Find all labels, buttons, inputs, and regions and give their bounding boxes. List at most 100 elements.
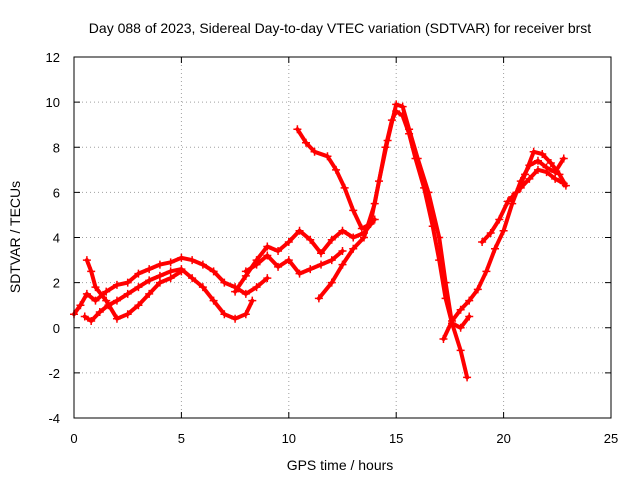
data-point-marker [293, 125, 302, 134]
data-point-marker [241, 267, 250, 276]
data-point-marker [349, 233, 358, 242]
data-point-marker [91, 283, 100, 292]
data-point-marker [381, 143, 390, 152]
data-point-marker [516, 183, 525, 192]
data-point-marker [274, 247, 283, 256]
data-point-marker [220, 278, 229, 287]
data-point-marker [499, 226, 508, 235]
data-point-marker [314, 294, 323, 303]
data-point-marker [91, 296, 100, 305]
series-sat-i [478, 147, 570, 247]
data-point-marker [166, 267, 175, 276]
data-point-marker [177, 267, 186, 276]
data-point-marker [155, 260, 164, 269]
data-point-marker [465, 312, 474, 321]
data-point-marker [411, 154, 420, 163]
data-point-marker [338, 260, 347, 269]
y-tick-label: 2 [53, 276, 60, 291]
series-sat-h [439, 154, 568, 344]
data-point-marker [145, 265, 154, 274]
data-point-marker [306, 235, 315, 244]
y-axis-ticks: -4 -2 0 2 4 6 8 10 12 [46, 50, 611, 426]
data-point-marker [439, 335, 448, 344]
data-point-marker [263, 274, 272, 283]
y-tick-label: 8 [53, 140, 60, 155]
data-point-marker [323, 152, 332, 161]
data-point-marker [456, 305, 465, 314]
data-point-marker [306, 265, 315, 274]
data-point-marker [420, 183, 429, 192]
x-tick-label: 20 [496, 431, 510, 446]
data-point-marker [338, 226, 347, 235]
data-point-marker [525, 174, 534, 183]
data-point-marker [295, 269, 304, 278]
y-tick-label: 12 [46, 50, 60, 65]
y-axis-label: SDTVAR / TECUs [7, 181, 23, 293]
data-point-marker [112, 314, 121, 323]
data-point-marker [441, 294, 450, 303]
data-point-marker [284, 238, 293, 247]
data-point-marker [465, 296, 474, 305]
data-point-marker [317, 249, 326, 258]
data-point-marker [123, 278, 132, 287]
data-point-marker [478, 238, 487, 247]
data-point-marker [338, 247, 347, 256]
x-axis-label: GPS time / hours [287, 457, 394, 473]
data-point-marker [231, 314, 240, 323]
x-axis-ticks: 0 5 10 15 20 25 [70, 57, 618, 446]
data-point-marker [508, 192, 517, 201]
series-sat-d [231, 215, 379, 296]
data-point-marker [486, 228, 495, 237]
data-point-marker [448, 316, 457, 325]
data-point-marker [392, 100, 401, 109]
x-tick-label: 5 [178, 431, 185, 446]
data-point-marker [102, 287, 111, 296]
y-tick-label: 10 [46, 95, 60, 110]
x-tick-label: 10 [282, 431, 296, 446]
data-point-marker [134, 301, 143, 310]
data-point-marker [508, 199, 517, 208]
data-point-marker [398, 102, 407, 111]
data-point-marker [327, 235, 336, 244]
data-point-marker [495, 215, 504, 224]
x-tick-label: 25 [604, 431, 618, 446]
data-point-marker [274, 262, 283, 271]
data-point-marker [428, 222, 437, 231]
data-point-marker [538, 150, 547, 159]
data-point-marker [80, 312, 89, 321]
data-point-marker [241, 310, 250, 319]
data-point-marker [529, 147, 538, 156]
data-point-marker [301, 138, 310, 147]
data-point-marker [209, 267, 218, 276]
data-point-marker [188, 274, 197, 283]
data-point-marker [295, 226, 304, 235]
data-point-marker [398, 111, 407, 120]
data-point-marker [220, 310, 229, 319]
series-sat-j [508, 165, 568, 201]
y-tick-label: 0 [53, 321, 60, 336]
chart-title: Day 088 of 2023, Sidereal Day-to-day VTE… [89, 20, 591, 36]
data-point-marker [134, 269, 143, 278]
grid-lines [74, 57, 611, 418]
data-point-marker [155, 271, 164, 280]
data-point-marker [112, 296, 121, 305]
data-point-marker [357, 224, 366, 233]
data-point-marker [546, 159, 555, 168]
data-point-marker [134, 283, 143, 292]
data-point-marker [209, 296, 218, 305]
data-point-marker [533, 165, 542, 174]
data-point-marker [263, 251, 272, 260]
data-point-marker [473, 285, 482, 294]
data-traces [70, 100, 570, 382]
data-point-marker [76, 301, 85, 310]
data-point-marker [123, 310, 132, 319]
data-point-marker [145, 276, 154, 285]
data-point-marker [263, 242, 272, 251]
data-point-marker [123, 289, 132, 298]
data-point-marker [340, 183, 349, 192]
data-point-marker [87, 316, 96, 325]
data-point-marker [166, 274, 175, 283]
y-tick-label: 4 [53, 231, 60, 246]
data-point-marker [359, 233, 368, 242]
data-point-marker [188, 256, 197, 265]
